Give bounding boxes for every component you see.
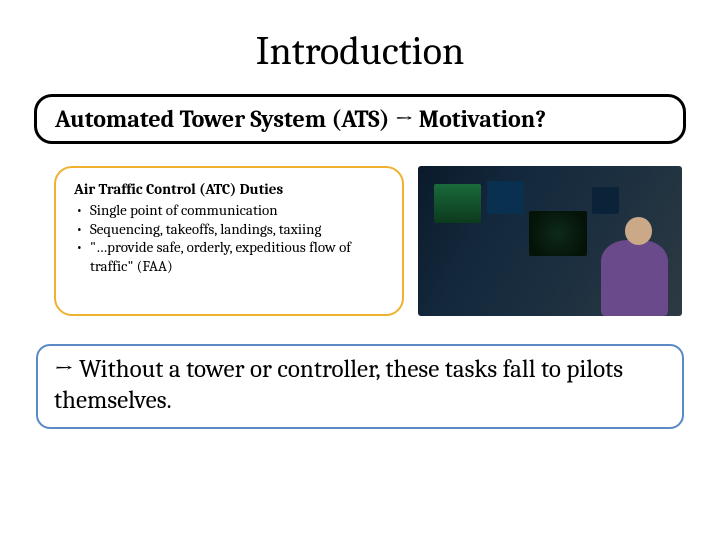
conclusion-box: → Without a tower or controller, these t… — [36, 344, 684, 429]
monitor-icon — [592, 187, 618, 214]
monitor-icon — [434, 184, 482, 223]
radar-screen-icon — [529, 211, 587, 256]
figure-head — [625, 217, 652, 244]
monitor-icon — [487, 181, 524, 214]
duties-heading: Air Traffic Control (ATC) Duties — [74, 180, 390, 199]
slide-title: Introduction — [30, 28, 690, 74]
atc-duties-box: Air Traffic Control (ATC) Duties Single … — [54, 166, 404, 316]
duties-item: "…provide safe, orderly, expeditious flo… — [74, 238, 390, 276]
duties-item: Single point of communication — [74, 201, 390, 220]
duties-list: Single point of communication Sequencing… — [74, 201, 390, 276]
controller-figure-icon — [595, 211, 674, 316]
banner-ats-motivation: Automated Tower System (ATS) → Motivatio… — [34, 94, 686, 144]
figure-body — [601, 240, 668, 316]
atc-room-photo — [418, 166, 682, 316]
mid-row: Air Traffic Control (ATC) Duties Single … — [54, 166, 682, 316]
slide: Introduction Automated Tower System (ATS… — [0, 0, 720, 540]
duties-item: Sequencing, takeoffs, landings, taxiing — [74, 220, 390, 239]
